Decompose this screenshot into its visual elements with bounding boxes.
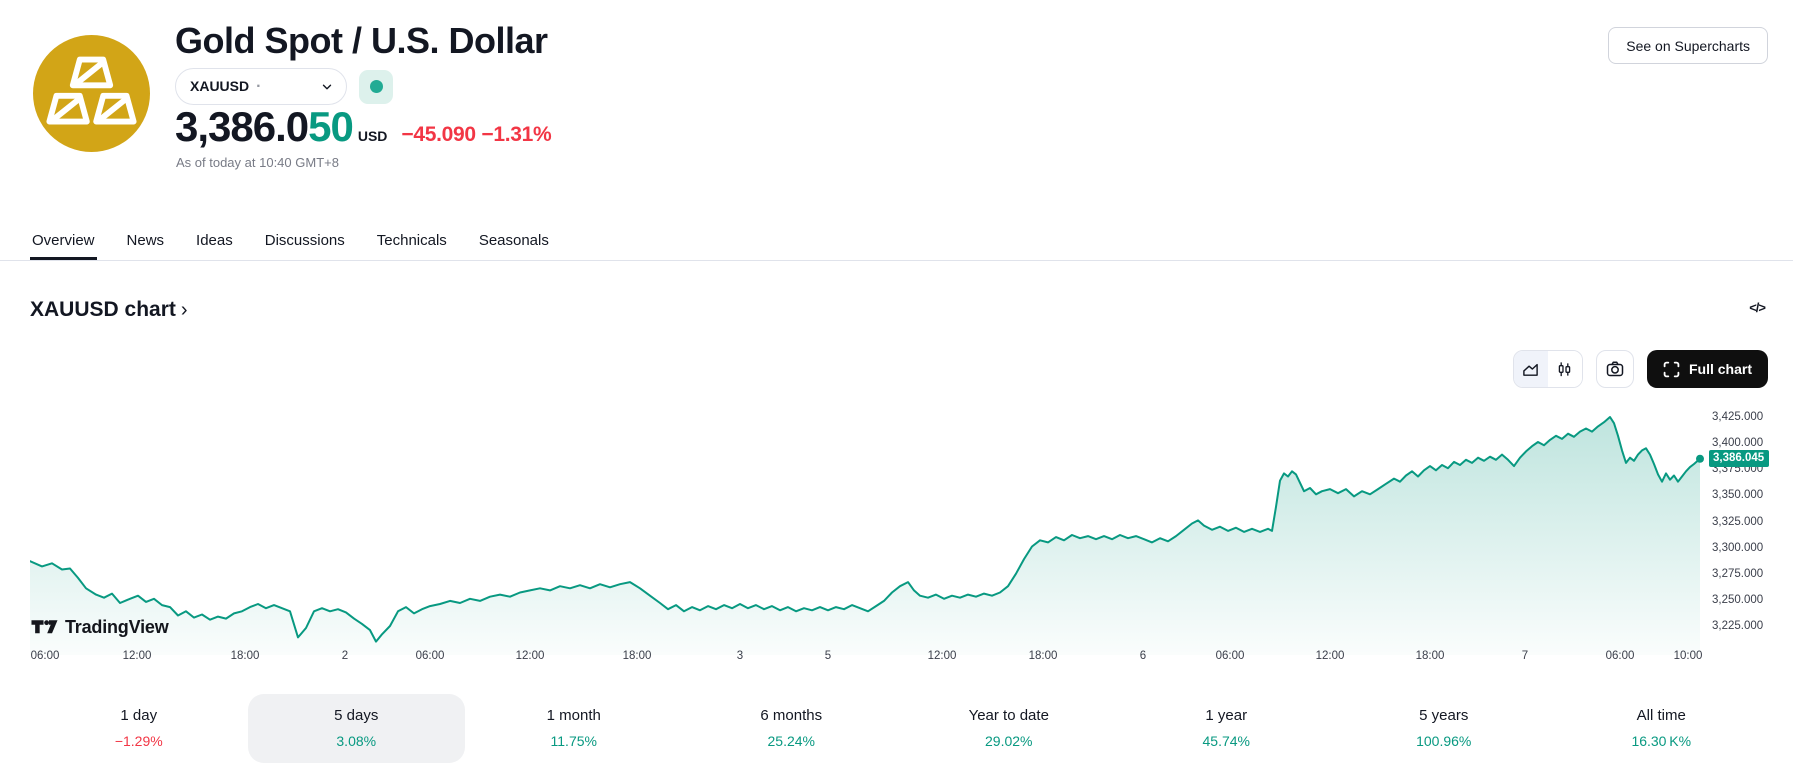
- period-button-5-years[interactable]: 5 years 100.96%: [1335, 694, 1553, 763]
- area-chart-icon: [1523, 363, 1539, 376]
- chart-style-toggle: [1512, 350, 1583, 388]
- x-axis-tick: 12:00: [122, 650, 152, 662]
- chevron-right-icon: ›: [180, 299, 188, 321]
- period-change: 100.96%: [1416, 733, 1472, 749]
- symbol-row: XAUUSD ·: [175, 68, 393, 105]
- embed-code-icon[interactable]: </>: [1749, 300, 1766, 315]
- y-axis-tick: 3,350.000: [1712, 489, 1764, 502]
- x-axis-tick: 06:00: [30, 650, 60, 662]
- page-title: Gold Spot / U.S. Dollar: [175, 20, 548, 61]
- gold-bars-logo: [33, 35, 150, 152]
- as-of-timestamp: As of today at 10:40 GMT+8: [176, 155, 339, 170]
- chevron-down-icon: [322, 84, 332, 89]
- x-axis-tick: 06:00: [1215, 650, 1245, 662]
- y-axis-tick: 3,250.000: [1712, 593, 1764, 606]
- market-status-indicator[interactable]: [359, 69, 393, 104]
- price-axis[interactable]: 3,386.045 3,425.000 3,400.000 3,375.000 3,3…: [1709, 390, 1793, 655]
- x-axis-tick: 12:00: [1315, 650, 1345, 662]
- y-axis-tick: 3,325.000: [1712, 515, 1764, 528]
- tab-seasonals[interactable]: Seasonals: [478, 232, 549, 249]
- x-axis-tick: 7: [1521, 650, 1529, 662]
- camera-icon: [1606, 361, 1624, 377]
- area-fill: [30, 417, 1700, 655]
- market-open-dot-icon: [369, 80, 383, 93]
- period-label: 5 days: [334, 707, 379, 724]
- tradingview-logo-icon: [31, 620, 58, 634]
- x-axis-tick: 12:00: [515, 650, 545, 662]
- symbol-separator-dot: ·: [256, 77, 262, 95]
- chart-section-link[interactable]: XAUUSD chart ›: [30, 298, 188, 322]
- period-button-1-day[interactable]: 1 day −1.29%: [30, 694, 248, 763]
- x-axis-tick: 18:00: [230, 650, 260, 662]
- y-axis-tick: 3,275.000: [1712, 567, 1764, 580]
- y-axis-tick: 3,225.000: [1712, 620, 1764, 632]
- x-axis-tick: 18:00: [1415, 650, 1445, 662]
- current-price-tag: 3,386.045: [1709, 449, 1770, 467]
- period-button-1-year[interactable]: 1 year 45.74%: [1118, 694, 1336, 763]
- last-price-dot-icon: [1696, 454, 1704, 463]
- period-button-1-month[interactable]: 1 month 11.75%: [465, 694, 683, 763]
- price-currency: USD: [357, 128, 388, 144]
- period-label: 1 day: [120, 707, 158, 724]
- symbol-label: XAUUSD: [190, 77, 250, 94]
- period-change: 16.30 K%: [1631, 733, 1692, 749]
- x-axis-tick: 5: [824, 650, 832, 662]
- x-axis-tick: 18:00: [1028, 650, 1058, 662]
- x-axis-tick: 12:00: [927, 650, 957, 662]
- period-button-year-to-date[interactable]: Year to date 29.02%: [900, 694, 1118, 763]
- period-label: 1 year: [1205, 707, 1248, 724]
- full-chart-label: Full chart: [1688, 361, 1752, 377]
- fullscreen-expand-icon: [1663, 361, 1680, 377]
- period-change: 29.02%: [985, 733, 1033, 749]
- period-change: −1.29%: [114, 733, 163, 749]
- candles-chart-style-button[interactable]: [1547, 351, 1582, 387]
- price-main: 3,386.0: [175, 103, 309, 150]
- tab-bar: Overview News Ideas Discussions Technicals Se…: [0, 224, 1793, 261]
- period-label: All time: [1636, 707, 1686, 724]
- chart-toolbar: Full chart: [1512, 350, 1768, 388]
- price-area-chart[interactable]: [30, 390, 1705, 655]
- symbol-selector[interactable]: XAUUSD ·: [175, 68, 347, 105]
- tab-technicals[interactable]: Technicals: [376, 232, 447, 249]
- period-change: 45.74%: [1202, 733, 1250, 749]
- chart-section-title: XAUUSD chart: [30, 298, 176, 321]
- price-fraction: 50: [308, 103, 354, 150]
- price-row: 3,386.0 50 USD −45.090 −1.31%: [175, 103, 552, 151]
- x-axis-tick: 6: [1139, 650, 1147, 662]
- y-axis-tick: 3,300.000: [1712, 541, 1764, 554]
- y-axis-tick: 3,425.000: [1712, 411, 1764, 423]
- tab-discussions[interactable]: Discussions: [264, 232, 345, 249]
- x-axis-tick: 2: [341, 650, 349, 662]
- area-chart-style-button[interactable]: [1513, 351, 1548, 387]
- period-label: 6 months: [760, 707, 823, 724]
- price-change: −45.090 −1.31%: [401, 123, 552, 146]
- tradingview-watermark: TradingView: [31, 617, 169, 638]
- period-label: Year to date: [968, 707, 1049, 724]
- snapshot-button[interactable]: [1595, 350, 1634, 388]
- period-selector: 1 day −1.29% 5 days 3.08% 1 month 11.75% 6 mon…: [30, 694, 1770, 763]
- candlestick-icon: [1559, 361, 1571, 376]
- period-button-5-days[interactable]: 5 days 3.08%: [247, 694, 465, 763]
- x-axis-tick: 18:00: [622, 650, 652, 662]
- period-change: 11.75%: [550, 733, 597, 749]
- see-on-supercharts-button[interactable]: See on Supercharts: [1608, 27, 1768, 64]
- x-axis-tick: 3: [736, 650, 744, 662]
- x-axis-tick: 06:00: [1605, 650, 1635, 662]
- period-label: 1 month: [546, 707, 601, 724]
- tab-overview[interactable]: Overview: [30, 224, 97, 260]
- x-axis-tick: 06:00: [415, 650, 445, 662]
- period-change: 3.08%: [336, 733, 377, 749]
- price-line: [30, 416, 1701, 643]
- watermark-text: TradingView: [65, 617, 169, 637]
- x-axis-tick: 10:00: [1673, 650, 1703, 662]
- time-axis[interactable]: 06:00 12:00 18:00 2 06:00 12:00 18:00 3 5 12:00 18…: [30, 650, 1705, 670]
- tab-news[interactable]: News: [126, 232, 165, 249]
- period-button-all-time[interactable]: All time 16.30 K%: [1553, 694, 1771, 763]
- period-button-6-months[interactable]: 6 months 25.24%: [683, 694, 901, 763]
- y-axis-tick: 3,400.000: [1712, 437, 1764, 450]
- period-change: 25.24%: [767, 733, 815, 749]
- tab-ideas[interactable]: Ideas: [196, 232, 233, 249]
- full-chart-button[interactable]: Full chart: [1646, 350, 1768, 388]
- period-label: 5 years: [1419, 707, 1469, 724]
